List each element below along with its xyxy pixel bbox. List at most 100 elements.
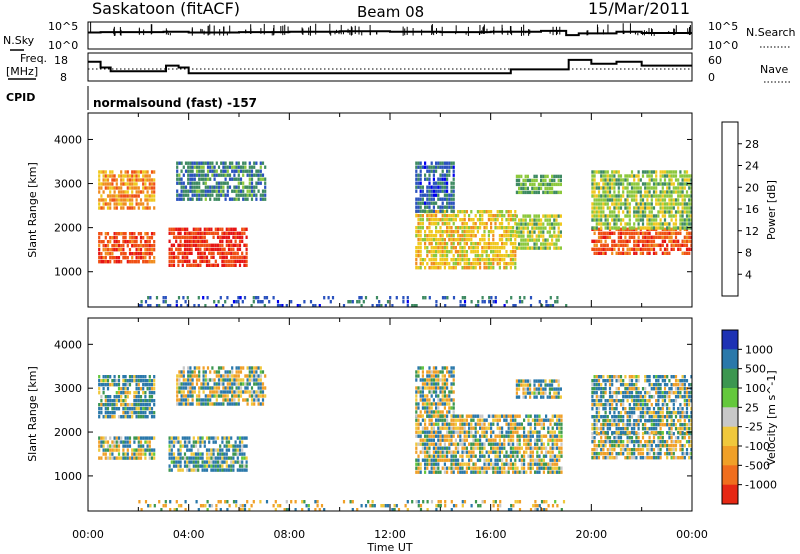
heatmap-cell (421, 394, 424, 398)
heatmap-cell (421, 185, 424, 189)
heatmap-cell (424, 402, 427, 406)
heatmap-cell (644, 235, 647, 239)
heatmap-cell (548, 234, 551, 238)
heatmap-cell (421, 197, 424, 201)
heatmap-cell (441, 201, 444, 205)
heatmap-cell (432, 262, 435, 266)
heatmap-cell (419, 394, 422, 398)
heatmap-cell (124, 407, 127, 411)
heatmap-cell (441, 414, 444, 418)
heatmap-cell (186, 436, 189, 440)
heatmap-cell (452, 442, 455, 446)
heatmap-cell (223, 452, 226, 456)
heatmap-cell (465, 238, 468, 242)
heatmap-cell (487, 254, 490, 258)
heatmap-cell (242, 390, 245, 394)
heatmap-cell (437, 193, 440, 197)
heatmap-cell (679, 202, 682, 206)
heatmap-cell (419, 378, 422, 382)
heatmap-cell (531, 454, 534, 458)
heatmap-cell (557, 214, 560, 218)
heatmap-cell (212, 460, 215, 464)
heatmap-cell (481, 446, 484, 450)
heatmap-cell (150, 411, 154, 415)
heatmap-cell (650, 174, 653, 178)
heatmap-cell (428, 446, 431, 450)
heatmap-cell (492, 218, 495, 222)
heatmap-cell (225, 235, 228, 239)
heatmap-cell (200, 173, 203, 177)
heatmap-cell (602, 198, 605, 202)
heatmap-cell (688, 206, 691, 210)
heatmap-cell (234, 251, 237, 255)
heatmap-cell (522, 395, 525, 399)
heatmap-cell (454, 462, 457, 466)
heatmap-cell (604, 178, 607, 182)
heatmap-cell (512, 414, 515, 418)
heatmap-cell (246, 197, 249, 201)
heatmap-cell (487, 450, 490, 454)
heatmap-cell (415, 189, 418, 193)
heatmap-cell (117, 452, 121, 456)
heatmap-cell (435, 382, 438, 386)
heatmap-cell (137, 436, 140, 440)
heatmap-cell (172, 231, 176, 235)
heatmap-cell (225, 231, 228, 235)
heatmap-cell (158, 304, 161, 308)
heatmap-cell (184, 300, 187, 304)
heatmap-cell (126, 448, 129, 452)
heatmap-cell (415, 406, 418, 410)
heatmap-cell (193, 374, 196, 378)
heatmap-cell (206, 173, 210, 177)
heatmap-cell (98, 375, 101, 379)
heatmap-cell (193, 165, 196, 169)
heatmap-cell (248, 193, 251, 197)
heatmap-cell (253, 394, 256, 398)
heatmap-cell (560, 470, 563, 474)
heatmap-cell (250, 177, 254, 181)
heatmap-cell (111, 452, 114, 456)
heatmap-cell (224, 386, 227, 390)
heatmap-cell (279, 304, 282, 308)
heatmap-cell (659, 190, 662, 194)
heatmap-cell (655, 202, 658, 206)
heatmap-cell (120, 252, 123, 256)
heatmap-cell (551, 238, 554, 242)
heatmap-cell (452, 374, 455, 378)
heatmap-cell (220, 366, 223, 370)
heatmap-cell (360, 296, 363, 300)
heatmap-cell (520, 434, 523, 438)
heatmap-cell (487, 242, 490, 246)
heatmap-cell (549, 470, 552, 474)
heatmap-cell (490, 230, 493, 234)
heatmap-cell (184, 161, 188, 165)
heatmap-cell (198, 189, 201, 193)
heatmap-cell (208, 243, 211, 247)
heatmap-cell (646, 170, 649, 174)
heatmap-cell (111, 182, 114, 186)
heatmap-cell (452, 426, 455, 430)
heatmap-cell (490, 218, 493, 222)
heatmap-cell (531, 246, 534, 250)
heatmap-cell (600, 222, 603, 226)
heatmap-cell (503, 414, 506, 418)
heatmap-cell (533, 214, 536, 218)
heatmap-cell (595, 218, 598, 222)
heatmap-cell (419, 226, 422, 230)
heatmap-cell (507, 426, 510, 430)
heatmap-cell (437, 181, 440, 185)
heatmap-cell (128, 182, 132, 186)
heatmap-cell (214, 231, 217, 235)
heatmap-cell (503, 214, 506, 218)
heatmap-cell (452, 262, 455, 266)
heatmap-cell (435, 238, 438, 242)
heatmap-cell (166, 304, 170, 308)
heatmap-cell (102, 206, 105, 210)
heatmap-cell (531, 391, 534, 395)
freq-label-2: [MHz] (6, 65, 38, 78)
heatmap-cell (650, 194, 653, 198)
heatmap-cell (214, 456, 217, 460)
heatmap-cell (531, 462, 534, 466)
heatmap-cell (126, 240, 129, 244)
heatmap-cell (443, 366, 446, 370)
